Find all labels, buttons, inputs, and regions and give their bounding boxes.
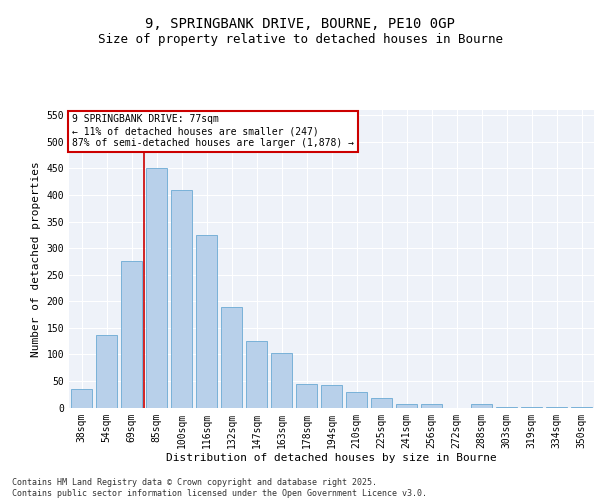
Text: Size of property relative to detached houses in Bourne: Size of property relative to detached ho… xyxy=(97,32,503,46)
Bar xyxy=(121,262,142,408)
Bar xyxy=(96,334,117,407)
Bar xyxy=(71,389,92,407)
Bar xyxy=(296,384,317,407)
Bar xyxy=(371,398,392,407)
Bar xyxy=(396,404,417,407)
Bar xyxy=(496,407,517,408)
Bar xyxy=(271,354,292,408)
Text: 9 SPRINGBANK DRIVE: 77sqm
← 11% of detached houses are smaller (247)
87% of semi: 9 SPRINGBANK DRIVE: 77sqm ← 11% of detac… xyxy=(71,114,353,148)
Bar xyxy=(521,407,542,408)
Bar xyxy=(196,235,217,408)
Text: 9, SPRINGBANK DRIVE, BOURNE, PE10 0GP: 9, SPRINGBANK DRIVE, BOURNE, PE10 0GP xyxy=(145,18,455,32)
Y-axis label: Number of detached properties: Number of detached properties xyxy=(31,161,41,356)
Bar xyxy=(146,168,167,408)
Bar xyxy=(346,392,367,407)
Text: Contains HM Land Registry data © Crown copyright and database right 2025.
Contai: Contains HM Land Registry data © Crown c… xyxy=(12,478,427,498)
Bar xyxy=(246,341,267,407)
Bar xyxy=(221,306,242,408)
Bar xyxy=(421,404,442,407)
Bar xyxy=(321,384,342,407)
Bar xyxy=(571,407,592,408)
X-axis label: Distribution of detached houses by size in Bourne: Distribution of detached houses by size … xyxy=(166,453,497,463)
Bar xyxy=(471,404,492,407)
Bar xyxy=(546,407,567,408)
Bar xyxy=(171,190,192,408)
